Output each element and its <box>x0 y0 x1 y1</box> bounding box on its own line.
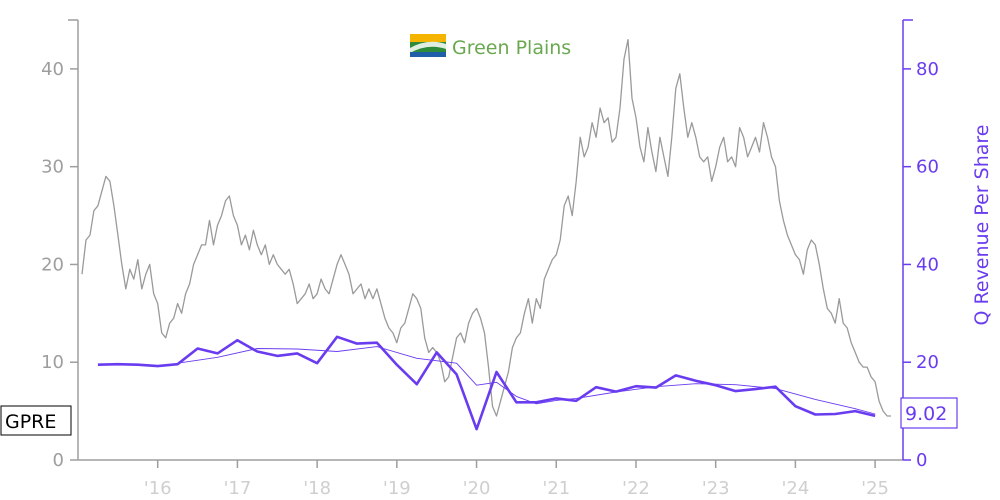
logo-mark-field <box>410 41 446 53</box>
plot-area <box>81 38 891 431</box>
x-tick-label: '16 <box>144 478 172 499</box>
logo-mark-base <box>410 52 446 57</box>
revenue-trend-line <box>177 346 876 415</box>
x-tick-label: '25 <box>861 478 889 499</box>
company-logo: Green Plains <box>410 34 571 59</box>
left-tick-label: 20 <box>41 254 64 275</box>
left-tick-label: 0 <box>53 450 64 471</box>
x-tick-label: '17 <box>223 478 251 499</box>
x-tick-label: '21 <box>542 478 570 499</box>
right-axis-label: Q Revenue Per Share <box>971 125 993 326</box>
logo-mark-sun <box>410 34 446 42</box>
logo-text: Green Plains <box>452 37 571 59</box>
right-tick-label: 0 <box>916 450 927 471</box>
right-tick-label: 60 <box>916 157 939 178</box>
left-tick-label: 10 <box>41 352 64 373</box>
ticker-box <box>0 405 72 436</box>
x-tick-label: '19 <box>383 478 411 499</box>
x-tick-label: '23 <box>702 478 730 499</box>
last-value-box <box>900 397 958 429</box>
left-tick-label: 40 <box>41 59 64 80</box>
right-tick-label: 40 <box>916 254 939 275</box>
x-tick-label: '22 <box>622 478 650 499</box>
left-tick-label: 30 <box>41 157 64 178</box>
ticker-label: GPRE <box>5 411 56 433</box>
chart-labels: GPRE 9.02 <box>0 397 958 436</box>
x-tick-label: '24 <box>781 478 809 499</box>
price-series-line <box>81 38 891 417</box>
last-value-label: 9.02 <box>905 403 947 425</box>
axes: 0 10 20 30 40 0 20 40 60 80 Q Revenue Per Share '16… <box>41 19 993 499</box>
right-tick-label: 20 <box>916 352 939 373</box>
revenue-series-line <box>97 335 876 431</box>
x-tick-label: '18 <box>303 478 331 499</box>
right-tick-label: 80 <box>916 59 939 80</box>
x-tick-label: '20 <box>463 478 491 499</box>
